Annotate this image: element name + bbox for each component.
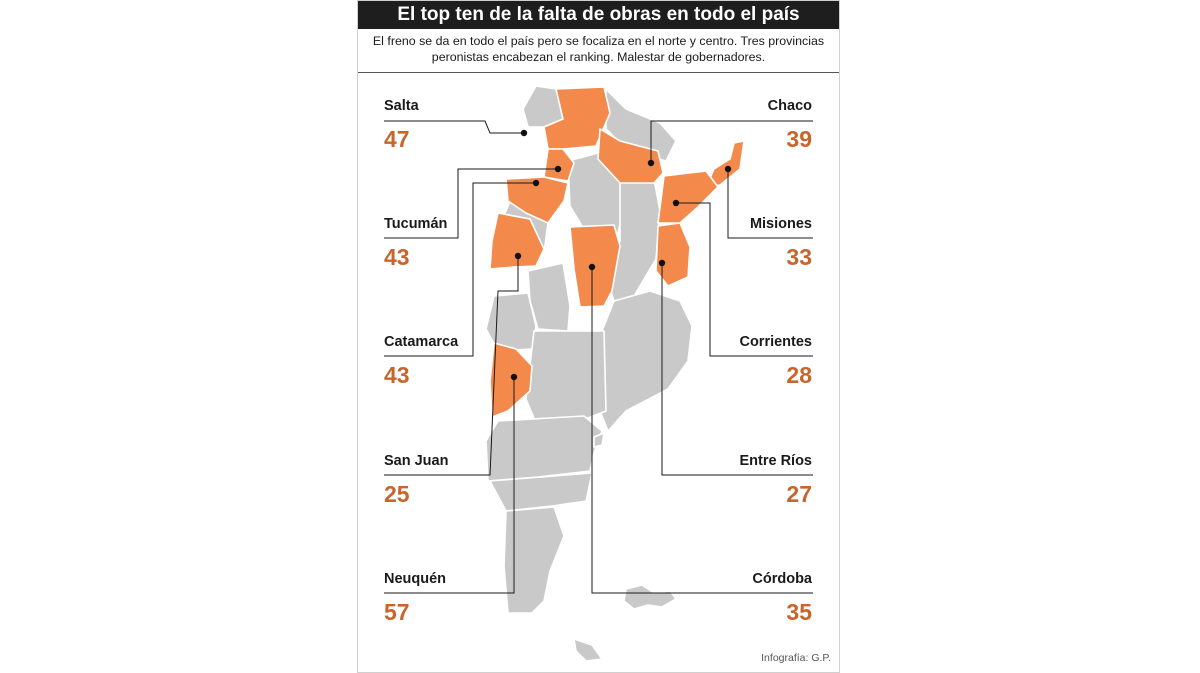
leader-line-salta — [384, 120, 524, 134]
value-san-juan: 25 — [384, 481, 410, 507]
infographic-subtitle: El freno se da en todo el país pero se f… — [372, 34, 825, 64]
province-tucuman-shape — [543, 148, 575, 182]
value-entre-rios: 27 — [786, 481, 812, 507]
value-corrientes: 28 — [786, 362, 812, 388]
leader-line-tucuman — [384, 168, 558, 239]
province-buenos-aires — [599, 290, 693, 432]
marker-san-juan — [514, 252, 522, 260]
province-rio-negro — [485, 415, 603, 482]
leader-line-entre-rios — [661, 263, 813, 476]
marker-corrientes — [672, 199, 680, 207]
province-catamarca-shape — [505, 176, 569, 224]
leader-line-cordoba — [591, 267, 813, 594]
infographic-card: El top ten de la falta de obras en todo … — [357, 0, 840, 673]
province-neuquen-shape — [489, 342, 533, 418]
province-corrientes-shape — [657, 170, 719, 224]
label-entre-rios: Entre Ríos — [739, 453, 812, 469]
marker-salta — [520, 129, 528, 137]
leader-line-catamarca — [384, 182, 536, 357]
value-catamarca: 43 — [384, 362, 410, 388]
value-tucuman: 43 — [384, 244, 410, 270]
province-mendoza — [485, 292, 537, 352]
label-salta: Salta — [384, 98, 419, 114]
value-cordoba: 35 — [786, 599, 812, 625]
leader-line-corrientes — [676, 202, 813, 357]
peninsula-valdes — [593, 432, 605, 448]
province-la-pampa — [525, 330, 607, 424]
value-misiones: 33 — [786, 244, 812, 270]
province-chaco-shape — [597, 128, 664, 184]
marker-misiones — [724, 165, 732, 173]
label-san-juan: San Juan — [384, 453, 449, 469]
marker-chaco — [647, 159, 655, 167]
credit-text: Infografía: G.P. — [761, 652, 831, 664]
marker-entre-rios — [658, 259, 666, 267]
marker-tucuman — [554, 165, 562, 173]
label-misiones: Misiones — [749, 216, 812, 232]
leader-line-chaco — [650, 120, 813, 163]
infographic-title: El top ten de la falta de obras en todo … — [358, 1, 839, 29]
marker-neuquen — [510, 373, 518, 381]
leader-line-san-juan — [384, 256, 519, 476]
marker-catamarca — [532, 179, 540, 187]
leader-line-neuquen — [384, 377, 515, 594]
province-tierra-del-fuego — [573, 638, 603, 662]
label-tucuman: Tucumán — [384, 216, 448, 232]
leader-line-misiones — [727, 169, 813, 239]
argentina-map — [384, 85, 813, 662]
value-chaco: 39 — [786, 126, 812, 152]
province-chubut — [489, 472, 593, 512]
value-neuquen: 57 — [384, 599, 410, 625]
header-divider — [358, 72, 839, 73]
marker-cordoba — [588, 263, 596, 271]
province-santa-cruz — [503, 506, 565, 614]
label-chaco: Chaco — [767, 98, 812, 114]
label-catamarca: Catamarca — [384, 334, 459, 350]
value-salta: 47 — [384, 126, 410, 152]
label-cordoba: Córdoba — [752, 571, 812, 587]
islas-malvinas — [623, 584, 677, 610]
province-san-juan-shape — [489, 212, 545, 270]
label-neuquen: Neuquén — [384, 571, 447, 587]
label-corrientes: Corrientes — [739, 334, 812, 350]
province-entre-rios-shape — [655, 222, 691, 287]
